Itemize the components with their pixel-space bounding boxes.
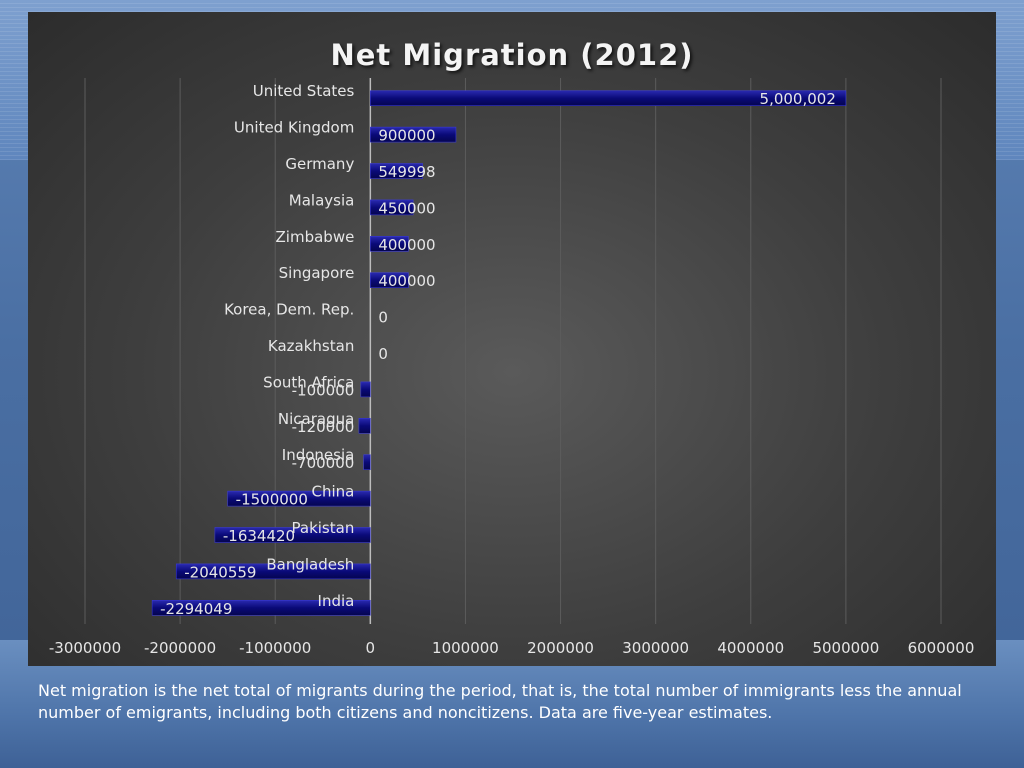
value-label: 400000 — [378, 236, 435, 254]
chart-title: Net Migration (2012) — [330, 38, 694, 72]
value-label: 900000 — [378, 127, 435, 145]
category-label: Pakistan — [292, 519, 355, 537]
x-tick-label: -2000000 — [144, 639, 216, 657]
value-label: 0 — [378, 345, 388, 363]
bar — [370, 126, 457, 143]
bar — [360, 381, 371, 398]
category-label: Zimbabwe — [276, 228, 355, 246]
category-label: Korea, Dem. Rep. — [224, 301, 354, 319]
category-label: Kazakhstan — [268, 337, 354, 355]
category-label: South Africa — [263, 373, 354, 391]
value-label: 549998 — [378, 163, 435, 181]
bar — [151, 599, 371, 616]
labels: -3000000 -2000000 -1000000 0 1000000 2000000 3… — [49, 82, 975, 657]
category-label: Singapore — [279, 264, 355, 282]
x-tick-label: 2000000 — [527, 639, 594, 657]
bar — [370, 90, 847, 106]
value-label: -100000 — [292, 381, 355, 399]
value-label: 450000 — [378, 199, 435, 217]
category-label: Indonesia — [282, 446, 355, 464]
value-label: -700000 — [292, 454, 355, 472]
bar — [175, 563, 371, 580]
value-label: 400000 — [378, 272, 435, 290]
x-tick-label: -3000000 — [49, 639, 121, 657]
value-label: -2040559 — [184, 563, 256, 581]
category-label: Bangladesh — [266, 555, 354, 573]
bar-chart: -3000000 -2000000 -1000000 0 1000000 2000000 3… — [49, 78, 975, 657]
bar — [227, 490, 371, 507]
category-label: United States — [253, 82, 355, 100]
chart-panel: -3000000 -2000000 -1000000 0 1000000 2000000 3… — [28, 12, 996, 666]
category-label: Malaysia — [289, 191, 355, 209]
category-label: India — [318, 592, 355, 610]
category-label: China — [311, 483, 354, 501]
x-tick-label: 4000000 — [717, 639, 784, 657]
x-tick-label: 1000000 — [432, 639, 499, 657]
bars — [151, 90, 847, 616]
value-label: 5,000,002 — [760, 90, 836, 108]
x-tick-label: 0 — [366, 639, 376, 657]
category-label: Germany — [285, 155, 354, 173]
value-label: 0 — [378, 309, 388, 327]
value-label: -120000 — [292, 418, 355, 436]
value-label: -1500000 — [236, 491, 308, 509]
bar — [370, 272, 409, 289]
bar — [363, 454, 371, 471]
x-tick-label: -1000000 — [239, 639, 311, 657]
category-label: Nicaragua — [278, 410, 354, 428]
value-label: -2294049 — [160, 600, 232, 618]
x-tick-label: 6000000 — [908, 639, 975, 657]
bar — [214, 527, 371, 543]
category-label: United Kingdom — [234, 119, 354, 137]
grid-lines — [84, 78, 942, 624]
bar — [370, 236, 409, 252]
slide-caption: Net migration is the net total of migran… — [38, 681, 962, 722]
x-tick-label: 3000000 — [622, 639, 689, 657]
x-tick-label: 5000000 — [812, 639, 879, 657]
bar — [358, 417, 371, 434]
bar — [370, 163, 423, 179]
value-label: -1634420 — [223, 527, 295, 545]
bar — [370, 199, 414, 216]
